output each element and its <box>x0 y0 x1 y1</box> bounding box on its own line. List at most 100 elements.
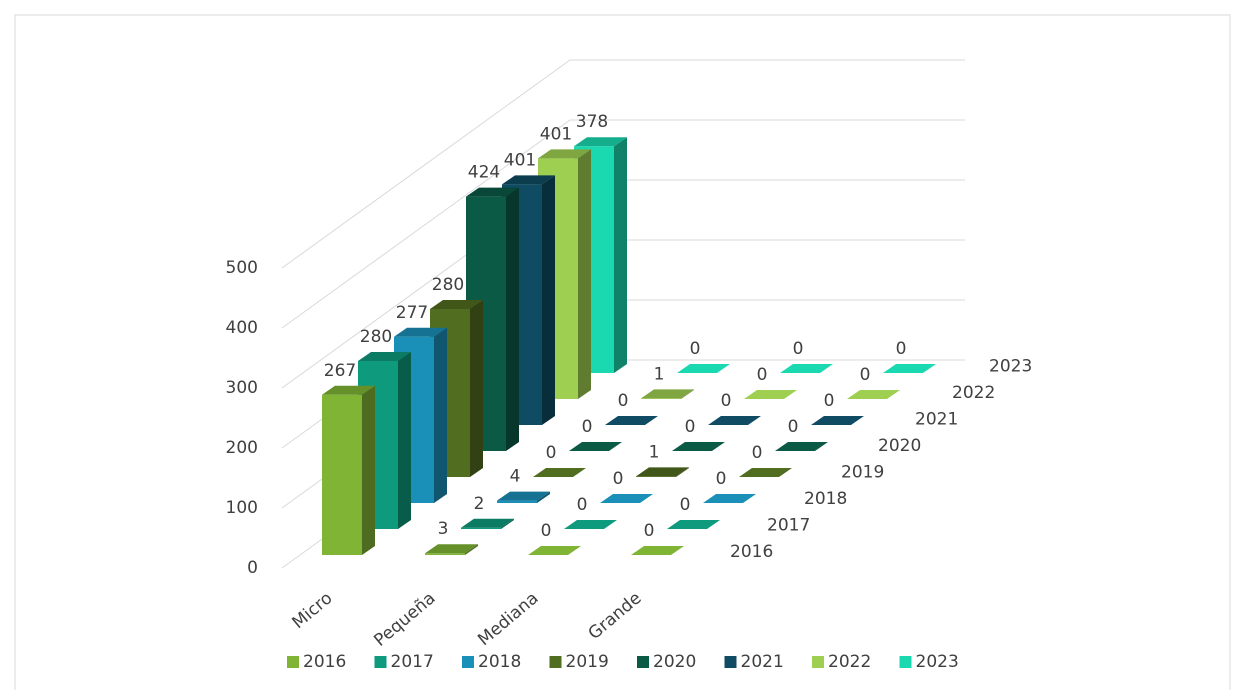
bar-top <box>641 389 694 399</box>
bar-top <box>430 300 483 309</box>
x-tick-label: Micro <box>289 588 337 633</box>
bar-top <box>811 416 864 425</box>
legend-label: 2017 <box>391 652 434 672</box>
bar-side <box>465 544 478 555</box>
bar <box>564 520 617 529</box>
depth-label: 2016 <box>730 542 773 562</box>
legend-label: 2023 <box>916 652 959 672</box>
bar-side <box>470 300 483 477</box>
bar <box>780 364 833 373</box>
bar <box>641 389 694 399</box>
bar <box>605 416 658 425</box>
data-label: 0 <box>618 391 629 411</box>
bar-top <box>466 187 519 197</box>
bar-top <box>600 494 653 503</box>
y-tick-label: 500 <box>226 258 258 278</box>
bar-front <box>636 476 676 477</box>
data-label: 277 <box>396 303 428 323</box>
bar-side <box>578 149 591 399</box>
legend-swatch <box>549 656 562 668</box>
depth-label: 2018 <box>804 489 847 509</box>
bar <box>569 442 622 451</box>
bar <box>528 546 581 555</box>
bar-top <box>636 467 689 477</box>
bar-top <box>425 544 478 554</box>
data-label: 0 <box>752 443 763 463</box>
data-label: 0 <box>860 365 871 385</box>
data-label: 401 <box>504 150 536 170</box>
bar-top <box>533 468 586 477</box>
data-label: 0 <box>721 391 732 411</box>
depth-label: 2021 <box>915 410 958 430</box>
bar-top <box>883 364 936 373</box>
bar-side <box>681 389 694 399</box>
bar <box>847 390 900 399</box>
data-label: 4 <box>510 467 521 487</box>
data-label: 0 <box>644 521 655 541</box>
y-tick-label: 100 <box>226 498 258 518</box>
depth-label: 2022 <box>952 383 995 403</box>
data-label: 401 <box>540 124 572 144</box>
bar <box>775 442 828 451</box>
bar-top <box>744 390 797 399</box>
bar-top <box>574 137 627 147</box>
data-label: 3 <box>438 519 449 539</box>
bar <box>883 364 936 373</box>
data-label: 0 <box>824 391 835 411</box>
legend-swatch <box>462 656 474 668</box>
bar-top <box>528 546 581 555</box>
data-label: 280 <box>360 327 392 347</box>
data-label: 0 <box>685 417 696 437</box>
bar-side <box>501 518 514 529</box>
legend-swatch <box>899 656 912 668</box>
y-tick-label: 400 <box>226 318 258 338</box>
bar <box>811 416 864 425</box>
data-label: 1 <box>654 364 665 384</box>
bar-side <box>362 385 375 555</box>
legend-label: 2018 <box>478 652 521 672</box>
legend-swatch <box>637 656 649 668</box>
data-label: 0 <box>680 495 691 515</box>
bar-side <box>676 467 689 477</box>
legend-label: 2022 <box>828 652 871 672</box>
bar-top <box>502 175 555 185</box>
depth-label: 2020 <box>878 436 921 456</box>
legend-label: 2021 <box>741 652 784 672</box>
bar <box>461 518 514 529</box>
bar-side <box>434 327 447 503</box>
bar-top <box>667 520 720 529</box>
bar <box>708 416 761 425</box>
bar-front <box>461 527 501 529</box>
bar-side <box>506 187 519 451</box>
bar-top <box>739 468 792 477</box>
bar <box>600 494 653 503</box>
bar-top <box>775 442 828 451</box>
bar-side <box>398 352 411 529</box>
legend-swatch <box>374 656 387 668</box>
x-tick-label: Grande <box>585 588 646 644</box>
data-label: 1 <box>649 442 660 462</box>
chart-border <box>14 14 1231 690</box>
bar-top <box>605 416 658 425</box>
data-label: 378 <box>576 112 608 132</box>
bar <box>744 390 797 399</box>
data-label: 0 <box>546 443 557 463</box>
bar <box>703 494 756 503</box>
data-label: 0 <box>793 339 804 359</box>
grid-line <box>281 59 965 269</box>
bar <box>497 491 550 503</box>
bar-top <box>538 149 591 159</box>
data-label: 0 <box>716 469 727 489</box>
depth-label: 2017 <box>767 516 810 536</box>
bar <box>636 467 689 477</box>
data-label: 0 <box>577 495 588 515</box>
bar-top <box>358 352 411 361</box>
data-label: 280 <box>432 275 464 295</box>
bar-top <box>708 416 761 425</box>
x-tick-label: Mediana <box>474 588 542 650</box>
bar-top <box>677 364 730 373</box>
data-label: 0 <box>896 339 907 359</box>
bar-top <box>780 364 833 373</box>
legend-label: 2016 <box>303 652 346 672</box>
bar <box>672 442 725 451</box>
